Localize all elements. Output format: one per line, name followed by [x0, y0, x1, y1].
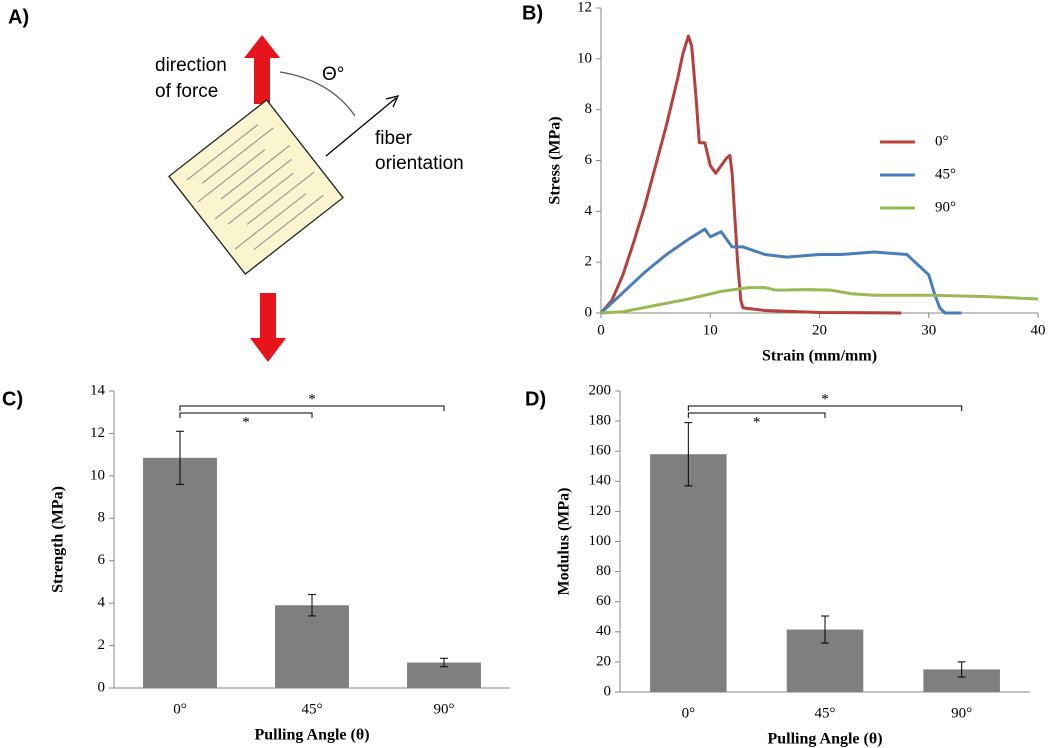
bar — [650, 454, 727, 692]
y-tick-label: 0 — [98, 679, 106, 695]
x-axis-label: Pulling Angle (θ) — [254, 727, 369, 744]
panel-label: C) — [2, 388, 23, 410]
y-tick-label: 2 — [98, 637, 106, 653]
fiber-arrow — [325, 97, 397, 157]
error-bar — [440, 657, 448, 668]
significance-bracket — [179, 412, 313, 418]
angle-label: Θ° — [322, 64, 344, 85]
y-tick-label: 0 — [585, 304, 593, 320]
panel-label: A) — [8, 6, 29, 28]
legend-label: 0° — [935, 133, 949, 149]
significance-bracket — [687, 412, 826, 418]
force-arrow — [244, 35, 280, 104]
y-tick-label: 8 — [585, 101, 593, 117]
angle-arc — [279, 71, 356, 117]
error-bar — [176, 430, 184, 485]
x-tick-label: 0° — [682, 705, 696, 721]
y-tick-label: 120 — [589, 503, 612, 519]
y-axis-label: Strength (MPa) — [50, 486, 67, 593]
y-axis-label: Stress (MPa) — [547, 116, 564, 204]
diagram: A) direction of force Θ° fiber orientati… — [8, 6, 464, 362]
fiber-label: fiber — [375, 128, 413, 149]
error-bar — [308, 594, 316, 617]
x-tick-label: 20 — [812, 322, 827, 338]
significance-mark: * — [308, 391, 316, 407]
x-tick-label: 0 — [597, 322, 605, 338]
y-tick-label: 2 — [585, 254, 593, 270]
fiber-label: orientation — [375, 153, 464, 174]
y-tick-label: 4 — [98, 595, 106, 611]
fiber-arrowhead — [385, 95, 400, 108]
y-tick-label: 12 — [90, 425, 105, 441]
line-series — [599, 227, 962, 315]
force-arrow — [250, 293, 286, 362]
y-tick-label: 10 — [577, 50, 592, 66]
significance-mark: * — [242, 414, 250, 430]
significance-bracket — [179, 405, 445, 411]
y-tick-label: 60 — [596, 593, 611, 609]
y-tick-label: 8 — [98, 510, 106, 526]
y-tick-label: 0 — [604, 683, 612, 699]
x-tick-label: 90° — [951, 705, 972, 721]
x-tick-label: 40 — [1031, 322, 1046, 338]
y-axis-label: Modulus (MPa) — [556, 488, 573, 596]
significance-mark: * — [821, 391, 829, 407]
force-label: direction — [155, 55, 227, 76]
y-tick-label: 140 — [589, 473, 612, 489]
panel-label: B) — [522, 2, 543, 24]
bar — [923, 669, 1000, 692]
x-tick-label: 0° — [173, 701, 187, 717]
y-tick-label: 200 — [589, 382, 612, 398]
x-tick-label: 10 — [703, 322, 718, 338]
x-tick-label: 45° — [302, 701, 323, 717]
x-tick-label: 30 — [921, 322, 936, 338]
error-bar — [957, 661, 966, 678]
legend-label: 45° — [935, 166, 956, 182]
y-tick-label: 4 — [585, 203, 593, 219]
panel-label: D) — [525, 388, 546, 410]
significance-mark: * — [753, 414, 761, 430]
bar — [143, 457, 217, 688]
force-label: of force — [155, 81, 218, 102]
fiber-sample — [168, 99, 344, 275]
error-bar — [821, 615, 829, 644]
significance-bracket — [687, 405, 963, 411]
line-series — [600, 286, 1039, 315]
y-tick-label: 14 — [90, 382, 106, 398]
error-bar — [684, 422, 693, 487]
y-tick-label: 6 — [585, 152, 593, 168]
y-tick-label: 160 — [589, 443, 612, 459]
x-tick-label: 90° — [434, 701, 455, 717]
y-tick-label: 6 — [98, 552, 106, 568]
y-tick-label: 10 — [90, 467, 105, 483]
y-tick-label: 80 — [596, 563, 611, 579]
bar — [275, 605, 349, 688]
x-tick-label: 45° — [815, 705, 836, 721]
y-tick-label: 40 — [596, 623, 611, 639]
y-tick-label: 100 — [589, 533, 612, 549]
line-series — [599, 34, 902, 315]
legend-label: 90° — [935, 199, 956, 215]
y-tick-label: 20 — [596, 653, 611, 669]
x-axis-label: Strain (mm/mm) — [762, 348, 877, 365]
y-tick-label: 12 — [577, 0, 592, 15]
x-axis-label: Pulling Angle (θ) — [767, 731, 882, 748]
y-tick-label: 180 — [589, 413, 612, 429]
